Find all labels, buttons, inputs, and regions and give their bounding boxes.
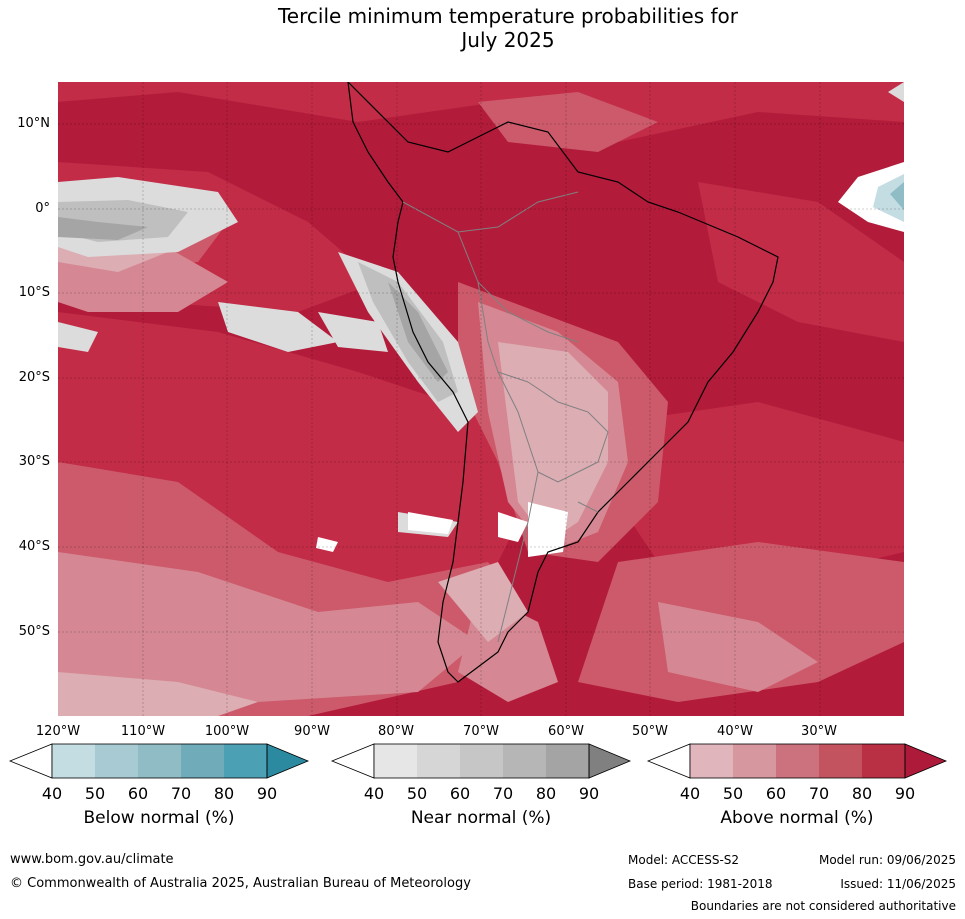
lat-label-40s: 40°S <box>18 539 50 554</box>
tick: 60 <box>127 784 149 803</box>
lon-label-80w: 80°W <box>378 724 414 739</box>
tick: 40 <box>41 784 63 803</box>
colorbar-near-label: Near normal (%) <box>410 808 552 828</box>
model-name: Model: ACCESS-S2 <box>628 853 740 867</box>
colorbar-below-label: Below normal (%) <box>83 808 235 828</box>
tick: 50 <box>722 784 744 803</box>
colorbar-near-normal <box>330 743 632 779</box>
lon-label-30w: 30°W <box>801 724 837 739</box>
tick: 90 <box>578 784 600 803</box>
tick: 50 <box>84 784 106 803</box>
chart-title: Tercile minimum temperature probabilitie… <box>0 4 965 52</box>
lon-label-50w: 50°W <box>632 724 668 739</box>
lat-label-10s: 10°S <box>18 285 50 300</box>
tick: 60 <box>449 784 471 803</box>
title-line-1: Tercile minimum temperature probabilitie… <box>277 4 739 28</box>
colorbar-above-normal <box>646 743 948 779</box>
colorbar-above-label: Above normal (%) <box>720 808 874 828</box>
tick: 80 <box>213 784 235 803</box>
lat-label-50s: 50°S <box>18 624 50 639</box>
lon-label-120w: 120°W <box>35 724 81 739</box>
website-link[interactable]: www.bom.gov.au/climate <box>10 852 174 867</box>
tick: 90 <box>894 784 916 803</box>
lon-label-40w: 40°W <box>717 724 753 739</box>
lon-label-90w: 90°W <box>294 724 330 739</box>
lon-label-100w: 100°W <box>204 724 250 739</box>
tick: 80 <box>535 784 557 803</box>
model-run: Model run: 09/06/2025 <box>818 853 956 867</box>
colorbar-below-normal <box>8 743 310 779</box>
below-normal-regions <box>838 162 904 232</box>
lon-label-70w: 70°W <box>463 724 499 739</box>
tick: 40 <box>679 784 701 803</box>
lat-label-30s: 30°S <box>18 454 50 469</box>
tick: 60 <box>765 784 787 803</box>
tick: 70 <box>492 784 514 803</box>
near-normal-regions <box>58 82 904 537</box>
issued-date: Issued: 11/06/2025 <box>840 877 956 891</box>
tick: 40 <box>363 784 385 803</box>
base-period: Base period: 1981-2018 <box>628 877 773 891</box>
probability-map <box>58 82 904 716</box>
south-america-coastline <box>347 82 779 683</box>
tick: 70 <box>170 784 192 803</box>
title-line-2: July 2025 <box>461 28 555 52</box>
tick: 70 <box>808 784 830 803</box>
white-regions <box>316 502 568 557</box>
tick: 50 <box>406 784 428 803</box>
tick: 90 <box>256 784 278 803</box>
lon-label-60w: 60°W <box>548 724 584 739</box>
lat-label-20s: 20°S <box>18 370 50 385</box>
graticule <box>58 82 904 716</box>
tick: 80 <box>851 784 873 803</box>
lat-label-0: 0° <box>35 201 50 216</box>
lat-label-10n: 10°N <box>17 116 50 131</box>
copyright-text: © Commonwealth of Australia 2025, Austra… <box>10 876 471 891</box>
country-borders <box>402 191 609 643</box>
boundaries-disclaimer: Boundaries are not considered authoritat… <box>690 899 956 913</box>
lon-label-110w: 110°W <box>120 724 166 739</box>
